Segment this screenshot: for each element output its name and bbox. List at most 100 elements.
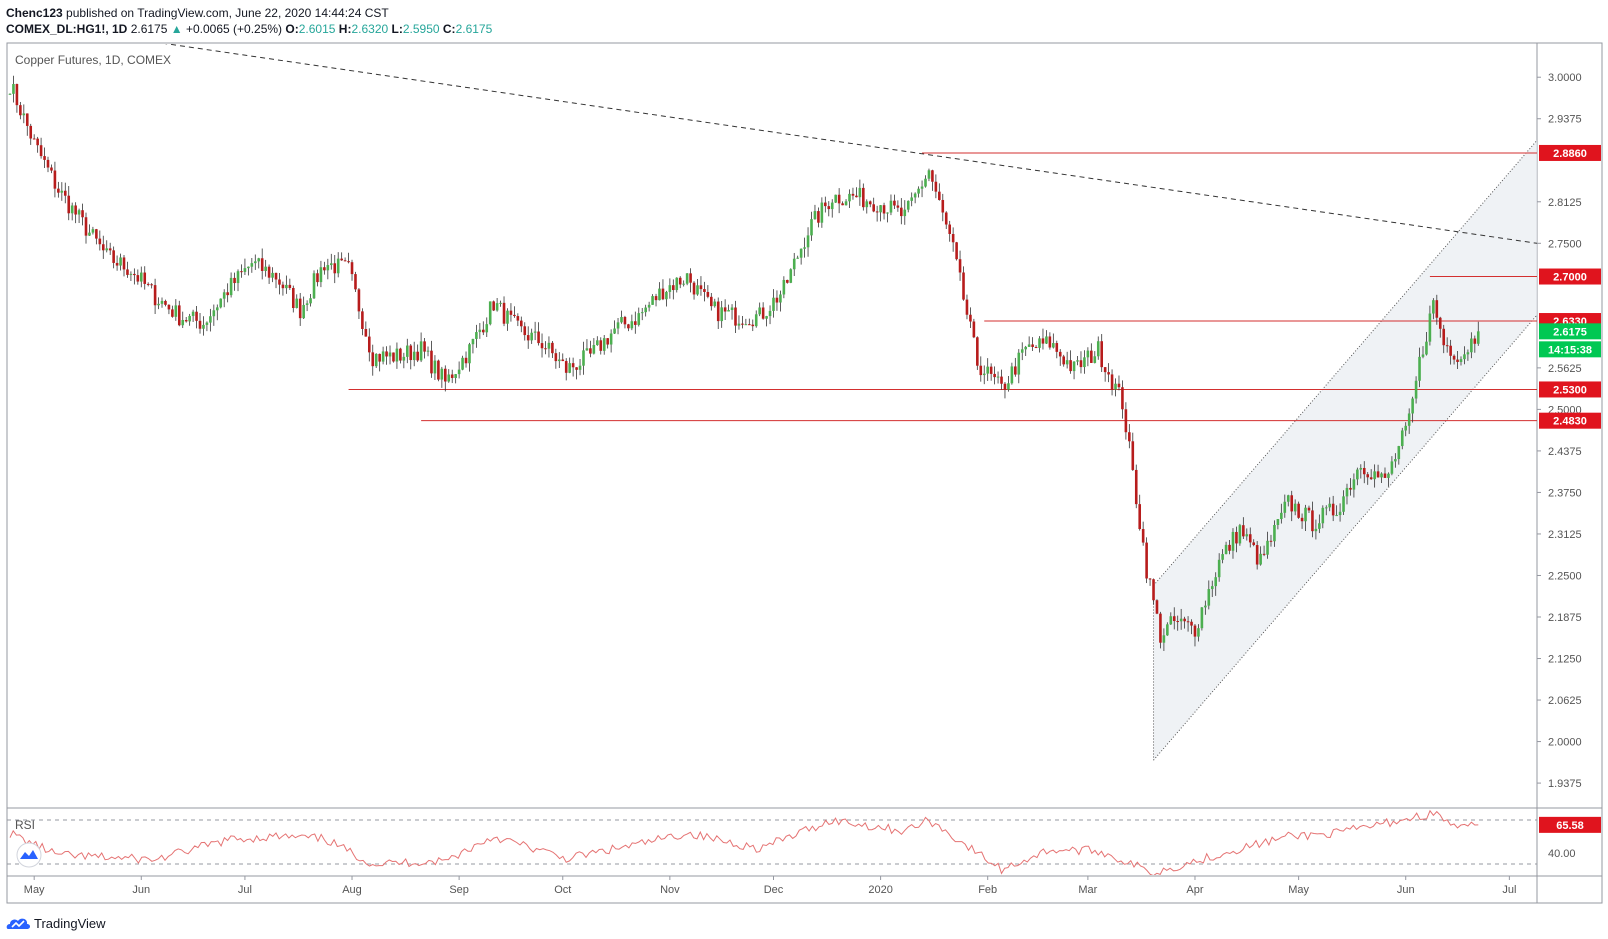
candle-body-down: [1186, 621, 1190, 623]
candle-body-down: [938, 191, 941, 200]
candle-body-down: [1193, 625, 1197, 637]
descending-trendline[interactable]: [100, 34, 1537, 244]
candle: [689, 268, 692, 293]
time-tick-label: Sep: [449, 884, 469, 896]
candle: [1400, 427, 1404, 450]
candle: [1103, 366, 1107, 382]
candle-body-up: [558, 359, 561, 362]
candle: [333, 254, 337, 284]
candle: [772, 289, 775, 318]
candle: [1411, 396, 1414, 423]
candle: [1304, 504, 1307, 532]
candle: [1121, 380, 1124, 419]
candle: [944, 211, 948, 230]
candle-body-up: [1065, 360, 1069, 365]
candle-body-down: [226, 292, 229, 296]
author-name[interactable]: Chenc123: [6, 6, 63, 20]
candle: [737, 315, 741, 330]
candle: [941, 193, 945, 222]
candle: [672, 279, 675, 300]
candle-body-down: [143, 272, 147, 284]
candle: [1252, 539, 1256, 547]
candle: [347, 252, 350, 264]
candle-body-down: [195, 311, 198, 321]
price-axis[interactable]: 3.00002.93752.81252.75002.56252.50002.43…: [1537, 72, 1582, 860]
candle-body-down: [958, 259, 962, 273]
horizontal-levels[interactable]: [348, 152, 1537, 422]
candle-body-down: [126, 269, 129, 275]
candle: [1459, 356, 1463, 366]
candle-body-up: [91, 229, 95, 233]
candle-body-up: [1394, 459, 1397, 462]
candle-body-up: [309, 298, 312, 304]
regression-channel[interactable]: [1153, 140, 1537, 761]
candle: [1217, 553, 1221, 582]
candle: [799, 248, 803, 265]
tradingview-brand[interactable]: TradingView: [34, 915, 106, 931]
candle-body-down: [1159, 613, 1162, 643]
candle: [713, 298, 717, 308]
candle-body-down: [350, 262, 354, 275]
candle: [160, 297, 164, 308]
candle: [741, 315, 744, 329]
candle: [295, 294, 299, 309]
candle-body-down: [1248, 534, 1252, 543]
candle: [81, 203, 84, 226]
candle: [329, 253, 333, 270]
candle: [195, 305, 198, 329]
candle: [150, 283, 153, 289]
candle: [1027, 336, 1031, 347]
candle: [540, 333, 544, 358]
candle: [350, 259, 354, 281]
candle: [482, 321, 485, 336]
candle: [1404, 422, 1408, 437]
candle: [1224, 541, 1228, 555]
last-price: 2.6175: [130, 22, 168, 36]
rsi-value-label-bg: [1539, 816, 1601, 833]
candle: [1038, 336, 1041, 353]
candle-body-down: [951, 233, 955, 243]
candle: [965, 294, 969, 320]
candle-body-up: [77, 210, 81, 215]
symbol-label[interactable]: COMEX_DL:HG1!, 1D: [6, 22, 128, 36]
candle: [924, 175, 927, 188]
price-tick-label: 2.7500: [1548, 238, 1582, 250]
candle: [720, 300, 723, 328]
candle-body-down: [164, 300, 167, 305]
candle-body-down: [599, 340, 603, 351]
candle: [184, 316, 188, 323]
candle-body-up: [402, 356, 406, 361]
candle-body-up: [730, 307, 734, 311]
candle: [592, 338, 596, 355]
candle: [1179, 608, 1183, 630]
candle: [1242, 517, 1245, 540]
candle-body-up: [1007, 383, 1010, 390]
candle: [1045, 330, 1048, 344]
candle-body-up: [253, 261, 257, 264]
candle: [589, 340, 592, 358]
candle: [1331, 495, 1335, 522]
candle-body-up: [412, 351, 416, 361]
candle-body-up: [1231, 531, 1235, 551]
candle-body-down: [198, 320, 202, 329]
rsi-indicator: [7, 809, 1537, 875]
candle-body-up: [585, 348, 589, 351]
candle-body-up: [1010, 366, 1014, 384]
candle: [827, 201, 831, 217]
candle: [1128, 424, 1131, 449]
candle-body-up: [174, 305, 178, 317]
candle: [634, 311, 637, 334]
candle: [685, 273, 689, 286]
candle: [1338, 503, 1342, 522]
time-axis[interactable]: May Jun Jul Aug Sep Oct Nov Dec 2020 Feb Mar Apr May…: [24, 876, 1517, 896]
candle-body-up: [782, 279, 786, 295]
candle: [578, 359, 582, 376]
countdown-label-bg: [1539, 341, 1601, 358]
price-tick-label: 2.3125: [1548, 529, 1582, 541]
candle-body-down: [1362, 467, 1366, 475]
candle: [1124, 402, 1128, 440]
candle-body-up: [264, 266, 267, 271]
chart-canvas[interactable]: Copper Futures, 1D, COMEX RSI 3.0000 2.93…: [0, 0, 1608, 910]
candle: [188, 313, 191, 326]
candle-body-down: [627, 324, 630, 329]
